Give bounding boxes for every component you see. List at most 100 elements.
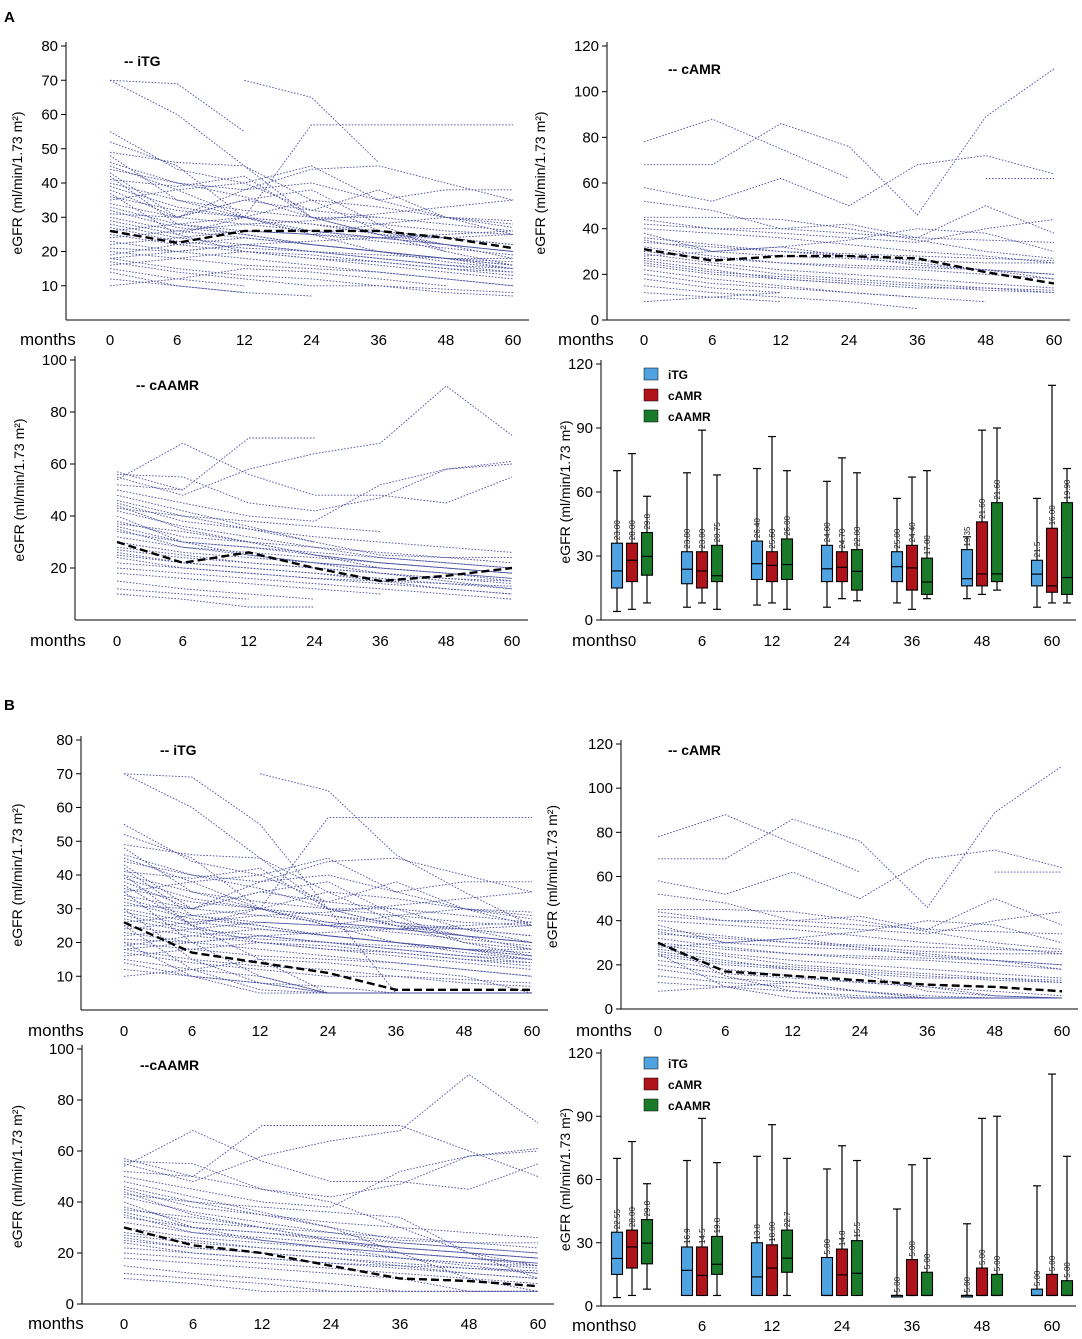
b-box-legend-swatch-caamr (643, 1098, 659, 1112)
a-caamr-patient-line (116, 520, 513, 582)
a-box-camr-box (835, 551, 849, 583)
b-box-camr-box-median-label: 28.00 (628, 1207, 637, 1228)
a-camr-x-tick-label: 12 (772, 332, 789, 349)
a-camr-y-axis-label: eGFR (ml/min/1.73 m²) (532, 111, 548, 254)
b-camr-x-axis-label: months (576, 1021, 632, 1040)
b-camr-patient-line (658, 909, 1063, 950)
b-caamr-patient-line (123, 1201, 539, 1254)
a-box-itg-box-median-label: 24.00 (823, 522, 832, 543)
chart-b-camr: 0 20 40 60 80 100 120 0 6 12 24 36 48 60 months eGFR (m… (544, 736, 1078, 1040)
b-camr-median-line (657, 941, 1063, 993)
b-box-caamr-box (990, 1273, 1004, 1297)
b-itg-patient-line (123, 847, 533, 927)
a-caamr-patient-line (116, 507, 381, 533)
b-caamr-x-tick-label: 60 (530, 1316, 547, 1333)
b-camr-patient-line (657, 944, 1063, 979)
a-box-y-tick-label: 90 (576, 420, 593, 437)
a-itg-patient-line (109, 79, 446, 252)
b-camr-patient-line (657, 915, 1063, 935)
b-camr-patient-line (657, 968, 1062, 999)
b-itg-patient-line (123, 773, 532, 994)
b-camr-y-tick-label: 100 (588, 780, 613, 797)
b-caamr-x-tick-label: 48 (461, 1316, 478, 1333)
a-itg-y-tick-label: 20 (41, 244, 58, 261)
b-itg-y-tick-label: 20 (56, 935, 73, 952)
a-caamr-patient-line (116, 525, 513, 579)
a-caamr-patient-line (116, 494, 512, 559)
a-box-x-tick-label: 6 (698, 633, 706, 650)
a-caamr-x-axis-label: months (30, 631, 86, 650)
b-camr-patient-line (657, 893, 1063, 930)
a-box-itg-box-median-label: 21.5 (1033, 541, 1042, 557)
a-box-x-axis-label: months (572, 631, 628, 650)
a-itg-y-tick-label: 40 (41, 175, 58, 192)
a-camr-patient-line (643, 118, 1054, 179)
a-itg-patient-line (109, 251, 514, 276)
a-box-caamr-box (710, 544, 724, 583)
b-itg-x-axis-label: months (28, 1021, 84, 1040)
chart-a-box: 0 30 60 90 120 0 6 12 24 36 48 60 months eGFR (ml/min… (557, 356, 1076, 650)
b-itg-patient-line (123, 962, 532, 994)
a-caamr-patient-line (116, 549, 513, 582)
a-itg-patient-line (109, 199, 514, 235)
b-box-camr-box (975, 1267, 989, 1297)
a-box-caamr-box-median-label: 22.80 (853, 526, 862, 547)
b-box-y-tick-label: 90 (576, 1108, 593, 1125)
a-camr-patient-line (643, 264, 850, 284)
a-camr-patient-line (643, 251, 1055, 275)
b-box-itg-box-median-label: 16.9 (683, 1228, 692, 1244)
b-box-camr-box-median-label: 5.00 (908, 1240, 917, 1256)
a-camr-x-axis-label: months (558, 330, 614, 349)
b-itg-x-tick-label: 6 (188, 1023, 196, 1040)
a-box-caamr-box (850, 549, 864, 591)
a-camr-y-tick-label: 100 (574, 84, 599, 101)
b-itg-y-tick-label: 70 (56, 766, 73, 783)
a-box-x-tick-label: 0 (628, 633, 636, 650)
b-box-itg-box-median-label: 22.55 (613, 1209, 622, 1230)
a-camr-patient-line (643, 262, 1055, 294)
b-itg-y-tick-label: 30 (56, 901, 73, 918)
b-itg-title: -- iTG (160, 742, 197, 758)
b-itg-patient-line (123, 891, 532, 994)
a-itg-patient-line (109, 199, 514, 232)
a-box-itg-box (820, 544, 834, 583)
b-box-caamr-box (640, 1219, 654, 1265)
a-box-itg-box-median-label: 25.00 (893, 528, 902, 549)
b-caamr-patient-line (123, 1247, 539, 1272)
b-camr-y-axis-label: eGFR (ml/min/1.73 m²) (544, 805, 560, 948)
a-box-x-tick-label: 48 (974, 633, 991, 650)
b-itg-median-line (123, 921, 532, 991)
a-box-camr-box (765, 551, 779, 583)
a-caamr-x-tick-label: 60 (504, 633, 521, 650)
a-box-caamr-box (640, 531, 654, 576)
b-box-x-axis-label: months (572, 1316, 628, 1335)
b-caamr-y-tick-label: 80 (57, 1092, 74, 1109)
b-caamr-patient-line (123, 1150, 539, 1198)
a-itg-patient-line (109, 251, 514, 287)
b-caamr-x-tick-label: 0 (120, 1316, 128, 1333)
b-camr-y-tick-label: 120 (588, 736, 613, 753)
b-box-x-tick-label: 36 (904, 1318, 921, 1335)
a-box-itg-box (750, 540, 764, 581)
panel-label-b: B (4, 697, 15, 714)
b-camr-patient-line (657, 942, 1062, 999)
b-itg-y-tick-label: 10 (56, 968, 73, 985)
a-itg-patient-line (109, 237, 514, 266)
a-itg-patient-line (109, 257, 514, 294)
a-box-legend-swatch-camr (643, 388, 659, 402)
b-itg-patient-line (123, 861, 533, 937)
a-caamr-y-tick-label: 80 (50, 404, 67, 421)
b-itg-y-tick-label: 50 (56, 833, 73, 850)
b-camr-x-tick-label: 6 (721, 1023, 729, 1040)
a-itg-patient-line (109, 227, 514, 263)
a-itg-y-axis-label: eGFR (ml/min/1.73 m²) (9, 111, 25, 254)
a-itg-patient-line (109, 131, 513, 201)
b-camr-patient-line (657, 937, 1063, 970)
a-caamr-x-tick-label: 48 (438, 633, 455, 650)
a-box-camr-box-median-label: 25.60 (768, 528, 777, 549)
b-box-x-tick-label: 6 (698, 1318, 706, 1335)
b-box-caamr-box-median-label: 22.7 (783, 1211, 792, 1227)
a-caamr-patient-line (116, 541, 513, 590)
